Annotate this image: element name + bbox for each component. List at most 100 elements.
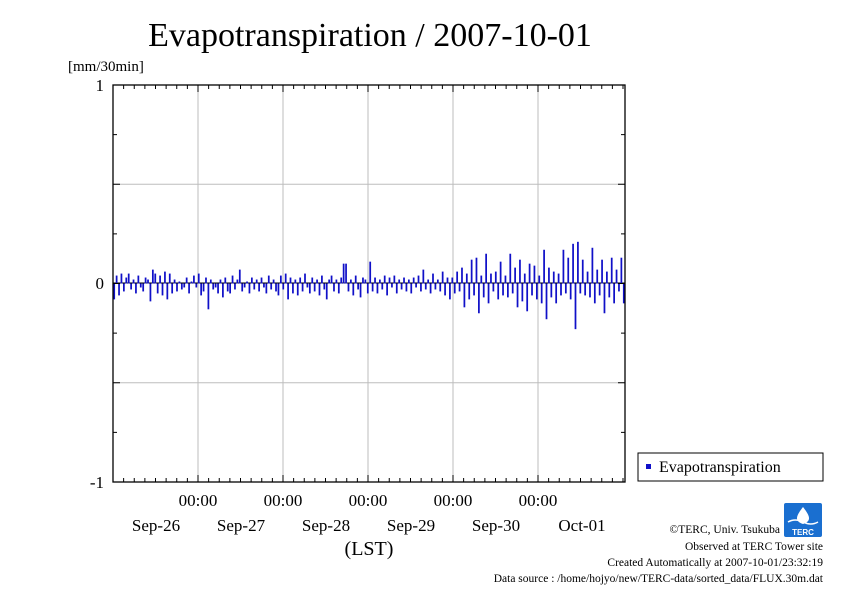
data-bar [427, 279, 430, 284]
data-bar [301, 283, 304, 292]
data-bar [451, 277, 454, 284]
x-date-label: Sep-29 [387, 516, 435, 535]
data-bar [330, 275, 333, 284]
x-date-label: Sep-28 [302, 516, 350, 535]
data-bar [507, 283, 509, 298]
data-bar [422, 269, 425, 284]
legend-label: Evapotranspiration [659, 459, 781, 476]
data-bar [321, 275, 323, 284]
data-bar [490, 273, 492, 284]
data-bar [504, 275, 507, 284]
x-time-label: 00:00 [434, 491, 473, 510]
data-bar [207, 283, 210, 310]
data-bar [123, 283, 125, 292]
data-bar [219, 279, 222, 284]
data-bar [369, 261, 372, 284]
data-bar [552, 271, 555, 284]
data-bar [468, 283, 471, 300]
data-bar [366, 283, 369, 294]
data-bar [279, 275, 282, 284]
data-bar [292, 283, 294, 294]
chart-title: Evapotranspiration / 2007-10-01 [148, 17, 592, 54]
data-bar [147, 279, 149, 284]
data-bar [350, 279, 352, 284]
data-bar [581, 259, 584, 284]
logo-text: TERC [792, 528, 814, 537]
data-bar [420, 283, 422, 292]
data-bar [166, 283, 169, 300]
data-bar [538, 275, 541, 284]
data-bar [231, 275, 234, 284]
data-bar [362, 277, 364, 284]
data-bar [424, 283, 427, 290]
x-time-label: 00:00 [179, 491, 218, 510]
data-bar [200, 283, 203, 296]
legend-swatch [646, 464, 651, 469]
data-bar [458, 283, 461, 292]
data-bar [197, 273, 200, 284]
data-bar [253, 283, 256, 290]
data-bar [159, 275, 161, 284]
data-bar [217, 283, 219, 294]
data-bar [161, 283, 164, 296]
data-bar [202, 283, 205, 292]
data-bar [333, 283, 335, 292]
data-bar [598, 283, 601, 296]
data-bar [531, 283, 533, 296]
data-bar [622, 283, 625, 304]
data-bar [171, 283, 174, 294]
data-bar [545, 283, 548, 320]
data-bar [263, 283, 265, 288]
data-bar [130, 283, 132, 290]
data-bar [335, 279, 338, 284]
data-bar [543, 249, 545, 284]
data-bar [560, 283, 562, 296]
data-bar [277, 283, 280, 296]
data-bar [526, 283, 529, 312]
data-bar [379, 279, 381, 284]
wave-icon [787, 519, 819, 525]
series-bars [113, 241, 625, 330]
data-bar [535, 283, 538, 300]
data-bar [270, 283, 273, 290]
data-bar [589, 283, 591, 298]
data-bar [229, 283, 231, 294]
data-bar [586, 271, 589, 284]
data-bar [345, 263, 347, 284]
data-bar [381, 283, 384, 290]
data-bar [444, 283, 446, 296]
data-bar [434, 283, 437, 290]
data-bar [608, 283, 611, 298]
x-time-label: 00:00 [349, 491, 388, 510]
data-bar [125, 277, 128, 284]
data-bar [222, 283, 224, 298]
data-bar [149, 283, 152, 302]
data-bar [282, 283, 285, 290]
x-time-label: 00:00 [264, 491, 303, 510]
data-bar [243, 283, 246, 288]
data-bar [386, 283, 388, 296]
x-date-label: Sep-26 [132, 516, 180, 535]
y-tick-label-zero: 0 [96, 274, 105, 293]
data-bar [185, 277, 188, 284]
x-axis-title: (LST) [345, 538, 394, 560]
data-bar [178, 281, 181, 284]
y-tick-label-top: 1 [96, 76, 105, 95]
data-bar [593, 283, 596, 304]
data-bar [176, 283, 178, 292]
data-bar [374, 277, 376, 284]
copyright-text: ©TERC, Univ. Tsukuba [670, 524, 780, 536]
data-bar [132, 279, 135, 284]
observed-text: Observed at TERC Tower site [685, 541, 823, 553]
data-bar [615, 269, 618, 284]
data-bar [456, 271, 459, 284]
plot-frame [112, 84, 626, 483]
data-bar [371, 283, 374, 292]
data-bar [139, 283, 142, 288]
data-bar [118, 283, 120, 296]
data-bar [569, 283, 572, 300]
y-axis-unit: [mm/30min] [68, 59, 144, 75]
data-bar [403, 277, 405, 284]
data-bar [224, 277, 227, 284]
x-date-label: Sep-27 [217, 516, 266, 535]
